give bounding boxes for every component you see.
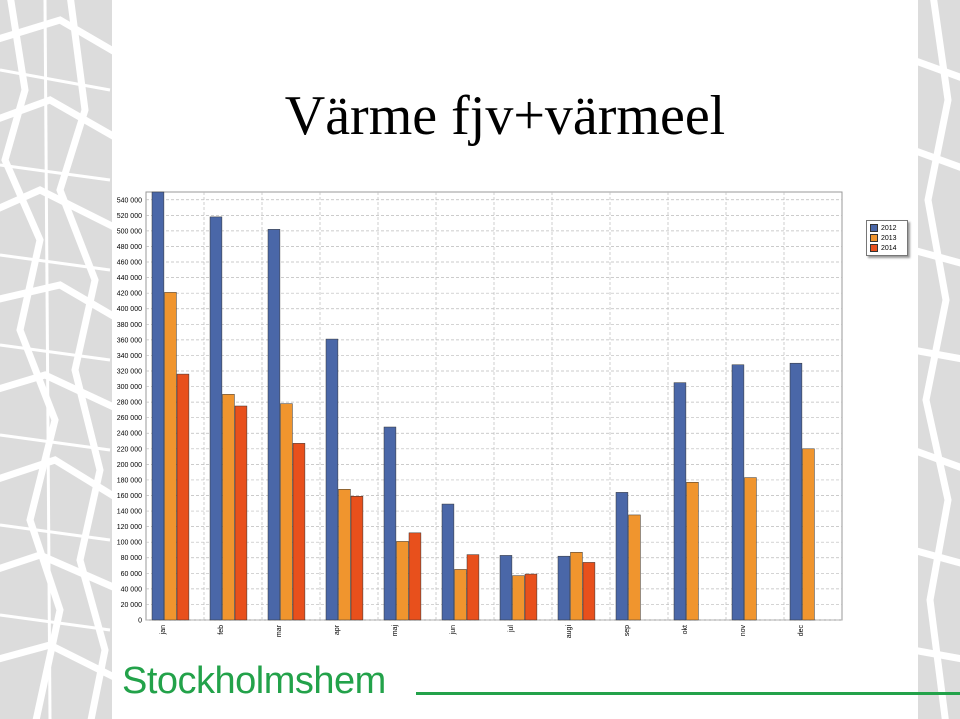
legend-item: 2013 — [870, 233, 904, 243]
bar-2012-jun — [441, 503, 455, 621]
brand-underline — [416, 692, 960, 695]
x-tick-label: apr — [334, 624, 341, 635]
y-tick-label: 320 000 — [117, 368, 142, 375]
bar-2013-jun — [454, 569, 467, 621]
y-tick-label: 140 000 — [117, 509, 142, 516]
bar-2014-maj — [408, 532, 422, 621]
map-background-right — [918, 0, 960, 719]
bar-2013-dec — [802, 448, 815, 621]
y-tick-label: 80 000 — [121, 555, 143, 562]
x-tick-label: jul — [508, 625, 515, 633]
bar-2013-maj — [396, 541, 409, 621]
map-background-left — [0, 0, 112, 719]
legend-swatch — [870, 234, 878, 242]
legend-swatch — [870, 244, 878, 252]
bar-2012-apr — [325, 338, 339, 621]
bar-2012-jul — [499, 555, 513, 621]
y-tick-label: 500 000 — [117, 228, 142, 235]
y-tick-label: 460 000 — [117, 260, 142, 267]
y-tick-label: 20 000 — [121, 602, 143, 609]
x-tick-label: maj — [392, 625, 399, 637]
x-tick-label: sep — [624, 625, 631, 636]
bar-2014-jan — [176, 373, 190, 621]
y-tick-label: 160 000 — [117, 493, 142, 500]
x-tick-label: mar — [276, 624, 283, 637]
bar-2014-jul — [524, 573, 538, 621]
bar-2013-augi — [570, 552, 583, 621]
x-tick-label: feb — [218, 625, 225, 635]
legend-label: 2014 — [881, 244, 897, 252]
y-tick-label: 200 000 — [117, 462, 142, 469]
y-tick-label: 340 000 — [117, 353, 142, 360]
bar-2012-nov — [731, 364, 745, 621]
bar-2014-jun — [466, 554, 480, 621]
bar-2013-feb — [222, 394, 235, 621]
y-tick-label: 540 000 — [117, 197, 142, 204]
x-tick-label: nov — [740, 625, 747, 637]
slide-title: Värme fjv+värmeel — [284, 85, 726, 147]
bar-2012-augi — [557, 555, 571, 621]
bar-2012-feb — [209, 216, 223, 621]
y-tick-label: 100 000 — [117, 540, 142, 547]
y-tick-label: 40 000 — [121, 586, 143, 593]
y-tick-label: 420 000 — [117, 291, 142, 298]
y-tick-label: 0 — [138, 618, 142, 625]
y-tick-label: 120 000 — [117, 524, 142, 531]
bar-2012-okt — [673, 382, 687, 621]
y-tick-label: 380 000 — [117, 322, 142, 329]
y-tick-label: 440 000 — [117, 275, 142, 282]
x-tick-label: dec — [798, 625, 805, 637]
bar-2012-mar — [267, 229, 281, 621]
bar-2013-nov — [744, 477, 757, 621]
brand-logo: Stockholmshem — [122, 660, 386, 702]
bar-2012-maj — [383, 426, 397, 621]
bar-2013-mar — [280, 403, 293, 621]
bar-chart: 0 20 000 40 000 60 000 80 000 100 000 120 000 1… — [117, 191, 843, 639]
y-tick-label: 60 000 — [121, 571, 143, 578]
y-tick-label: 360 000 — [117, 337, 142, 344]
street-map-pattern-left — [0, 0, 112, 719]
bar-2012-dec — [789, 362, 803, 621]
bar-2013-sep — [628, 514, 641, 621]
x-tick-label: okt — [682, 625, 689, 634]
x-tick-label: jun — [450, 625, 457, 635]
bar-2014-augi — [582, 562, 596, 621]
legend-item: 2014 — [870, 243, 904, 253]
y-tick-label: 520 000 — [117, 213, 142, 220]
bar-2014-mar — [292, 443, 306, 621]
chart-legend: 2012 2013 2014 — [866, 220, 908, 256]
legend-label: 2013 — [881, 234, 897, 242]
y-tick-label: 480 000 — [117, 244, 142, 251]
y-tick-label: 400 000 — [117, 306, 142, 313]
bar-2012-jan — [151, 191, 165, 621]
bar-2013-jul — [512, 575, 525, 621]
legend-swatch — [870, 224, 878, 232]
bar-2013-apr — [338, 489, 351, 621]
bar-2014-apr — [350, 496, 364, 621]
x-tick-label: jan — [160, 625, 167, 635]
bar-2013-jan — [164, 292, 177, 621]
bar-2013-okt — [686, 482, 699, 621]
bar-2012-sep — [615, 492, 629, 621]
chart-panel: 0 20 000 40 000 60 000 80 000 100 000 120 000 1… — [112, 162, 918, 642]
street-map-pattern-right — [918, 0, 960, 719]
y-tick-label: 280 000 — [117, 400, 142, 407]
y-tick-label: 240 000 — [117, 431, 142, 438]
y-tick-label: 220 000 — [117, 446, 142, 453]
legend-label: 2012 — [881, 224, 897, 232]
bar-2014-feb — [234, 405, 248, 621]
legend-item: 2012 — [870, 223, 904, 233]
y-tick-label: 180 000 — [117, 477, 142, 484]
y-tick-label: 260 000 — [117, 415, 142, 422]
y-tick-label: 300 000 — [117, 384, 142, 391]
x-tick-label: augi — [566, 625, 573, 639]
